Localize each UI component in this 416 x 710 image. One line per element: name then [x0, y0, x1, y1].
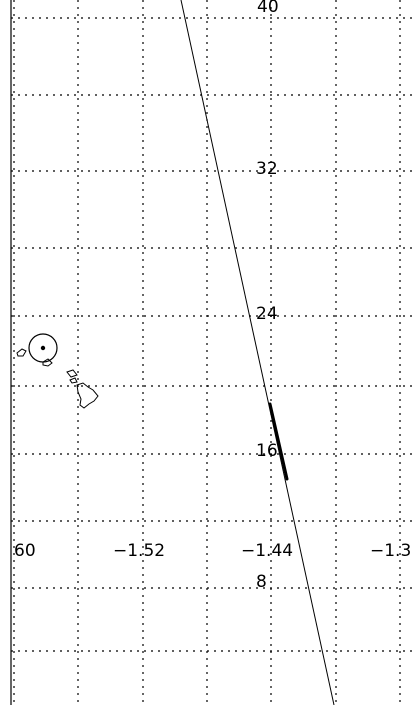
station-marker-icon[interactable]: [28, 333, 58, 363]
latitude-label: 8: [256, 572, 267, 592]
latitude-label: 32: [256, 159, 278, 179]
longitude-label: −1.3: [370, 541, 411, 561]
longitude-label: 60: [14, 541, 36, 561]
longitude-labels: 60 −1.52 −1.44 −1.3: [14, 541, 411, 561]
ground-track-line: [180, 0, 335, 706]
island-outlines: [16, 348, 99, 409]
island-outline: [69, 377, 78, 384]
latitude-label: 24: [256, 304, 278, 324]
parallel-lines: [11, 17, 416, 652]
meridian-lines: [13, 0, 401, 705]
island-outline: [76, 382, 99, 409]
island-outline: [42, 358, 53, 367]
latitude-label: 16: [256, 441, 278, 461]
island-outline: [66, 369, 78, 378]
island-outline: [16, 348, 27, 357]
latitude-label: 40: [257, 0, 279, 17]
longitude-label: −1.52: [113, 541, 165, 561]
latitude-labels: 40 32 24 16 8: [256, 0, 279, 592]
highlighted-track-segment: [268, 402, 289, 481]
longitude-label: −1.44: [241, 541, 293, 561]
